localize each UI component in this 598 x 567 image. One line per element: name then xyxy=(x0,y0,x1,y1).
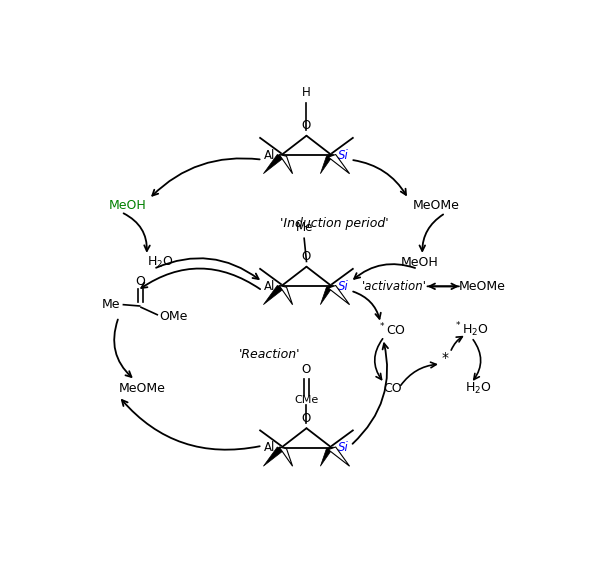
Text: H$_2$O: H$_2$O xyxy=(147,255,174,270)
Text: Si: Si xyxy=(337,280,348,293)
Text: O: O xyxy=(302,412,311,425)
Text: Me: Me xyxy=(295,221,313,234)
Text: Me: Me xyxy=(102,298,120,311)
Text: Al: Al xyxy=(264,280,276,293)
Text: Al: Al xyxy=(264,149,276,162)
Polygon shape xyxy=(321,447,334,466)
Polygon shape xyxy=(321,285,334,304)
Text: 'Reaction': 'Reaction' xyxy=(239,348,300,361)
Text: MeOH: MeOH xyxy=(401,256,439,269)
Text: CMe: CMe xyxy=(294,395,319,405)
Text: Al: Al xyxy=(264,441,276,454)
Text: Si: Si xyxy=(337,149,348,162)
Text: 'activation': 'activation' xyxy=(362,280,427,293)
Text: H: H xyxy=(302,86,311,99)
Text: *: * xyxy=(442,352,449,365)
Text: Si: Si xyxy=(337,441,348,454)
Polygon shape xyxy=(279,285,292,304)
Polygon shape xyxy=(321,154,334,174)
Polygon shape xyxy=(263,154,285,174)
Text: MeOH: MeOH xyxy=(109,199,147,212)
Polygon shape xyxy=(279,154,292,174)
Text: MeOMe: MeOMe xyxy=(118,382,166,395)
Text: CO: CO xyxy=(383,382,401,395)
Text: MeOMe: MeOMe xyxy=(459,280,506,293)
Text: $^*$H$_2$O: $^*$H$_2$O xyxy=(454,321,489,339)
Text: OMe: OMe xyxy=(159,310,187,323)
Text: 'Induction period': 'Induction period' xyxy=(280,217,389,230)
Text: O: O xyxy=(302,119,311,132)
Polygon shape xyxy=(279,447,292,466)
Polygon shape xyxy=(328,447,350,466)
Text: MeOMe: MeOMe xyxy=(413,199,460,212)
Text: O: O xyxy=(302,363,311,376)
Polygon shape xyxy=(328,285,350,304)
Polygon shape xyxy=(263,285,285,304)
Text: $^*$CO: $^*$CO xyxy=(378,321,406,338)
Polygon shape xyxy=(263,447,285,466)
Text: O: O xyxy=(136,274,145,287)
Text: O: O xyxy=(302,250,311,263)
Polygon shape xyxy=(328,154,350,174)
Text: H$_2$O: H$_2$O xyxy=(465,382,491,396)
